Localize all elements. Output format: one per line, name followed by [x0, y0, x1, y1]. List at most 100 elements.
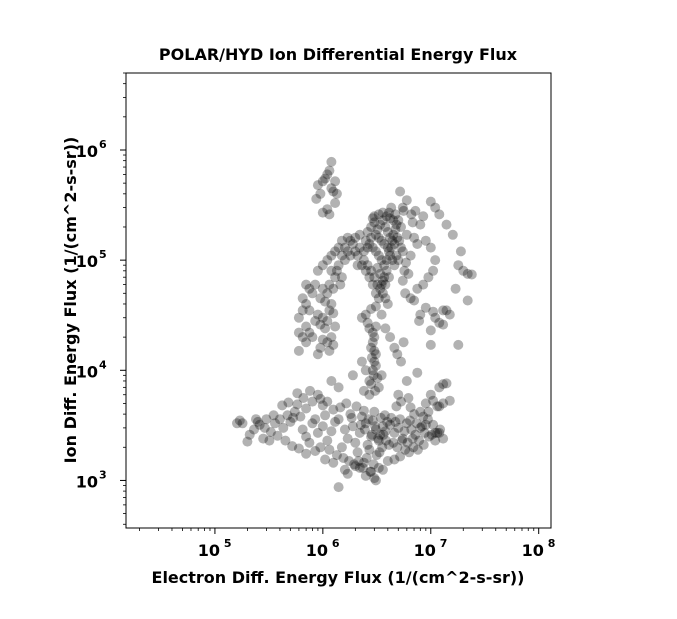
data-point [301, 403, 312, 414]
data-point [367, 213, 378, 224]
data-point [401, 195, 412, 206]
data-point [356, 411, 367, 422]
data-point [363, 414, 374, 425]
data-point [379, 260, 390, 271]
data-point [297, 424, 308, 435]
data-point [373, 293, 384, 304]
data-point [420, 235, 431, 246]
data-point [409, 409, 420, 420]
data-point [438, 379, 449, 390]
data-point [356, 260, 367, 271]
data-point [301, 299, 312, 309]
data-point [356, 356, 367, 367]
data-point [398, 337, 409, 348]
data-point [312, 265, 323, 276]
data-point [405, 293, 416, 304]
data-point [339, 255, 350, 266]
data-point [360, 265, 371, 276]
data-point [355, 419, 366, 430]
data-point [242, 436, 253, 447]
data-point [389, 260, 400, 271]
data-point [435, 424, 446, 435]
data-point [384, 439, 394, 450]
data-point [232, 418, 242, 429]
data-point [345, 409, 356, 420]
data-point [312, 309, 323, 320]
data-point [362, 260, 373, 271]
data-point [390, 209, 401, 220]
data-point [326, 426, 337, 437]
major-ticks [120, 149, 540, 534]
data-point [400, 444, 411, 455]
data-point [357, 462, 368, 473]
data-point [380, 222, 391, 232]
data-point [368, 459, 379, 470]
chart-title: POLAR/HYD Ion Differential Energy Flux [159, 45, 518, 64]
data-point [335, 279, 346, 290]
data-point [407, 217, 418, 228]
data-point [330, 321, 341, 332]
data-point [377, 215, 388, 226]
data-point [373, 382, 384, 393]
data-point [381, 255, 392, 266]
data-point [301, 337, 312, 348]
data-point [450, 283, 461, 294]
data-point [444, 395, 455, 406]
data-point [328, 457, 339, 468]
data-point [420, 302, 431, 313]
data-point [432, 401, 443, 412]
data-point [312, 349, 323, 360]
data-point [360, 235, 371, 246]
data-point [462, 268, 473, 279]
data-point [289, 406, 300, 417]
data-point [389, 239, 400, 249]
data-point [389, 342, 400, 353]
data-point [412, 239, 423, 249]
data-point [324, 279, 335, 290]
data-point [410, 205, 421, 216]
data-point [438, 398, 449, 409]
data-point [377, 288, 388, 299]
data-point [366, 342, 377, 353]
data-point [375, 429, 386, 440]
data-point [317, 260, 328, 271]
y-tick-exponent: 4 [99, 358, 107, 371]
data-point [385, 250, 396, 261]
data-point [326, 299, 337, 309]
data-point [392, 232, 403, 243]
data-point [342, 246, 353, 257]
data-point [366, 431, 377, 442]
data-point [317, 312, 328, 323]
data-point [444, 309, 455, 320]
data-point [304, 437, 315, 448]
data-point [379, 410, 390, 421]
data-point [423, 431, 434, 442]
data-point [237, 418, 248, 429]
data-point [412, 367, 423, 378]
data-point [315, 393, 326, 404]
data-point [388, 215, 399, 226]
data-point [369, 473, 380, 484]
data-point [364, 239, 375, 249]
data-point [375, 412, 386, 423]
x-tick-labels: 10 5 10 6 10 7 10 8 [198, 537, 556, 560]
data-point [385, 232, 396, 243]
data-point [322, 204, 333, 215]
data-point [358, 385, 369, 396]
data-point [282, 410, 293, 421]
data-point [380, 426, 391, 437]
data-point [367, 365, 378, 376]
data-point [372, 224, 383, 235]
data-point [370, 321, 381, 332]
data-point [386, 202, 397, 213]
data-point [347, 370, 358, 381]
data-point [364, 323, 375, 334]
data-point [376, 309, 387, 320]
data-point [388, 437, 399, 448]
data-point [381, 435, 391, 446]
x-tick-exponent: 7 [440, 537, 448, 550]
data-point [292, 388, 303, 399]
data-point [393, 255, 404, 266]
data-point [373, 209, 384, 220]
